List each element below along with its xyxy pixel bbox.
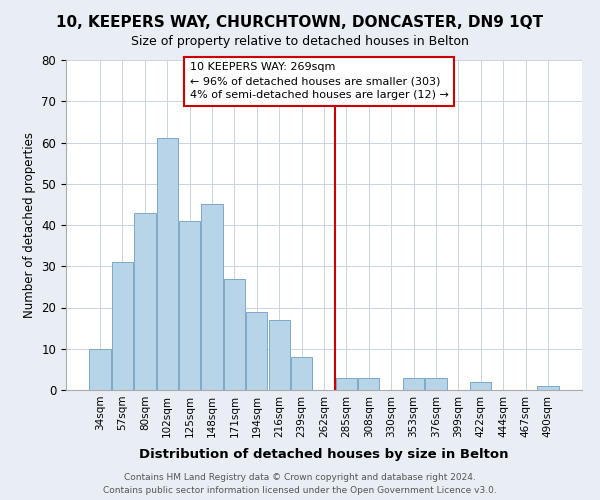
Bar (336, 378, 357, 390)
Bar (425, 378, 446, 390)
Bar (112, 262, 133, 390)
Text: 10 KEEPERS WAY: 269sqm
← 96% of detached houses are smaller (303)
4% of semi-det: 10 KEEPERS WAY: 269sqm ← 96% of detached… (190, 62, 449, 100)
Bar (179, 221, 200, 390)
Bar (157, 138, 178, 390)
Bar (224, 278, 245, 390)
Y-axis label: Number of detached properties: Number of detached properties (23, 132, 36, 318)
Bar (134, 212, 155, 390)
Bar (358, 378, 379, 390)
X-axis label: Distribution of detached houses by size in Belton: Distribution of detached houses by size … (139, 448, 509, 461)
Bar (291, 357, 312, 390)
Bar (89, 349, 111, 390)
Bar (537, 386, 559, 390)
Text: Contains HM Land Registry data © Crown copyright and database right 2024.
Contai: Contains HM Land Registry data © Crown c… (103, 474, 497, 495)
Bar (269, 320, 290, 390)
Bar (403, 378, 424, 390)
Bar (246, 312, 268, 390)
Bar (202, 204, 223, 390)
Bar (470, 382, 491, 390)
Text: 10, KEEPERS WAY, CHURCHTOWN, DONCASTER, DN9 1QT: 10, KEEPERS WAY, CHURCHTOWN, DONCASTER, … (56, 15, 544, 30)
Text: Size of property relative to detached houses in Belton: Size of property relative to detached ho… (131, 35, 469, 48)
